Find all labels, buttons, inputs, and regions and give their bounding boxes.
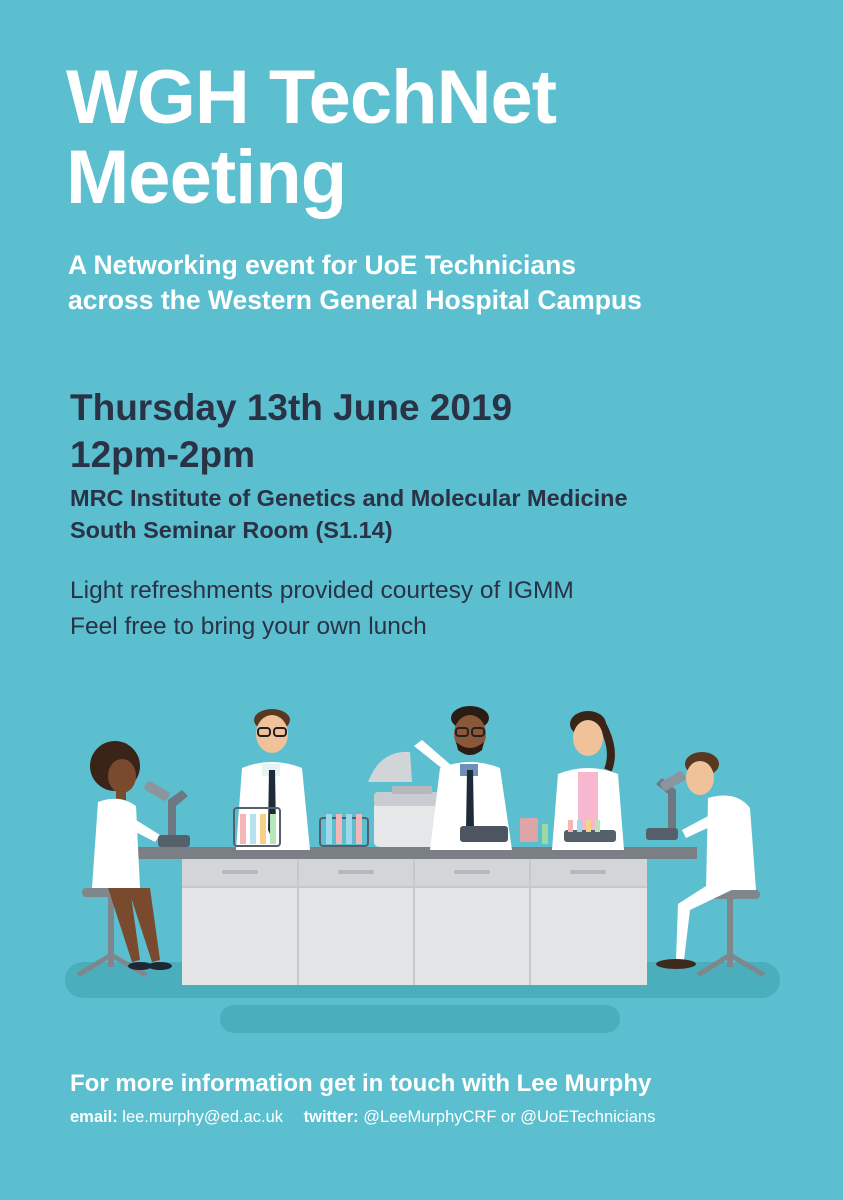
email-address[interactable]: lee.murphy@ed.ac.uk	[122, 1108, 284, 1126]
event-venue: MRC Institute of Genetics and Molecular …	[70, 482, 628, 546]
subtitle-line-2: across the Western General Hospital Camp…	[68, 285, 642, 315]
email-label: email:	[70, 1108, 118, 1126]
microscope-right	[646, 771, 686, 840]
note-line-2: Feel free to bring your own lunch	[70, 613, 427, 640]
title-line-1: WGH TechNet	[66, 55, 557, 140]
scientist-right-with-microscope	[656, 752, 766, 978]
event-time: 12pm-2pm	[70, 434, 256, 475]
poster-title: WGH TechNet Meeting	[66, 55, 557, 220]
lab-bench	[135, 847, 697, 985]
venue-line-1: MRC Institute of Genetics and Molecular …	[70, 485, 628, 511]
lab-scientists-illustration	[65, 706, 780, 1033]
event-notes: Light refreshments provided courtesy of …	[70, 573, 574, 645]
poster-subtitle: A Networking event for UoE Technicians a…	[68, 248, 642, 318]
venue-line-2: South Seminar Room (S1.14)	[70, 517, 393, 543]
subtitle-line-1: A Networking event for UoE Technicians	[68, 250, 577, 280]
event-datetime: Thursday 13th June 2019 12pm-2pm	[70, 384, 512, 478]
contact-heading: For more information get in touch with L…	[70, 1070, 652, 1097]
scientist-standing-pipette	[520, 711, 624, 850]
contact-details: email: lee.murphy@ed.ac.uk twitter: @Lee…	[70, 1106, 655, 1128]
twitter-handles[interactable]: @LeeMurphyCRF or @UoETechnicians	[363, 1108, 656, 1126]
scientist-standing-test-tubes	[233, 709, 369, 850]
note-line-1: Light refreshments provided courtesy of …	[70, 577, 574, 604]
event-date: Thursday 13th June 2019	[70, 387, 513, 428]
scientist-standing-beard	[414, 706, 512, 850]
floor-shadow-lower	[220, 1005, 620, 1033]
scientist-left-with-microscope	[76, 741, 172, 978]
twitter-label: twitter:	[303, 1108, 359, 1126]
title-line-2: Meeting	[66, 135, 347, 220]
microscope-left	[144, 781, 190, 847]
